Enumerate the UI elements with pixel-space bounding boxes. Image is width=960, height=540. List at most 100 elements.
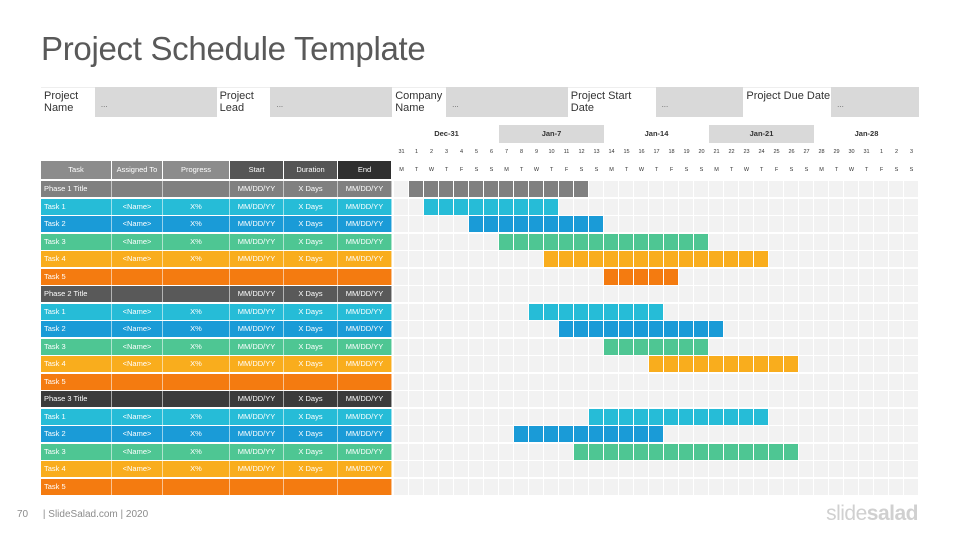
gantt-cell[interactable]	[814, 338, 828, 355]
gantt-cell[interactable]	[859, 391, 873, 407]
row-progress-col[interactable]: X%	[163, 461, 230, 477]
gantt-bar-segment[interactable]	[619, 268, 633, 285]
gantt-bar-segment[interactable]	[694, 233, 708, 250]
gantt-cell[interactable]	[439, 373, 453, 390]
gantt-cell[interactable]	[739, 391, 753, 407]
gantt-bar-segment[interactable]	[559, 321, 573, 337]
gantt-cell[interactable]	[619, 373, 633, 390]
gantt-cell[interactable]	[754, 198, 768, 215]
gantt-bar-segment[interactable]	[514, 426, 528, 442]
gantt-bar-segment[interactable]	[544, 303, 558, 320]
gantt-cell[interactable]	[694, 391, 708, 407]
gantt-cell[interactable]	[484, 356, 498, 372]
row-progress-col[interactable]: X%	[163, 233, 230, 250]
row-task-col[interactable]: Task 5	[41, 268, 112, 285]
gantt-cell[interactable]	[469, 268, 483, 285]
row-duration-col[interactable]: X Days	[284, 461, 338, 477]
gantt-cell[interactable]	[484, 408, 498, 425]
gantt-cell[interactable]	[394, 478, 408, 495]
table-row[interactable]: Task 3 <Name> X% MM/DD/YY X Days MM/DD/YY	[41, 443, 392, 460]
row-end-col[interactable]: MM/DD/YY	[338, 408, 392, 425]
row-progress-col[interactable]	[163, 268, 230, 285]
gantt-cell[interactable]	[889, 356, 903, 372]
gantt-bar-segment[interactable]	[649, 356, 663, 372]
gantt-cell[interactable]	[694, 426, 708, 442]
gantt-cell[interactable]	[589, 478, 603, 495]
gantt-bar-segment[interactable]	[469, 181, 483, 197]
gantt-bar-segment[interactable]	[589, 443, 603, 460]
gantt-cell[interactable]	[829, 233, 843, 250]
gantt-cell[interactable]	[409, 233, 423, 250]
gantt-bar-segment[interactable]	[619, 426, 633, 442]
gantt-cell[interactable]	[874, 443, 888, 460]
table-row[interactable]: Task 2 <Name> X% MM/DD/YY X Days MM/DD/YY	[41, 426, 392, 442]
gantt-cell[interactable]	[409, 268, 423, 285]
gantt-bar-segment[interactable]	[754, 443, 768, 460]
gantt-cell[interactable]	[649, 216, 663, 232]
table-row[interactable]: Task 3 <Name> X% MM/DD/YY X Days MM/DD/YY	[41, 338, 392, 355]
gantt-cell[interactable]	[694, 461, 708, 477]
gantt-cell[interactable]	[679, 268, 693, 285]
gantt-cell[interactable]	[859, 356, 873, 372]
table-row[interactable]: Task 1 <Name> X% MM/DD/YY X Days MM/DD/YY	[41, 408, 392, 425]
row-duration-col[interactable]: X Days	[284, 216, 338, 232]
row-start-col[interactable]: MM/DD/YY	[230, 408, 284, 425]
gantt-cell[interactable]	[604, 216, 618, 232]
gantt-bar-segment[interactable]	[559, 216, 573, 232]
gantt-cell[interactable]	[664, 216, 678, 232]
gantt-cell[interactable]	[829, 181, 843, 197]
gantt-cell[interactable]	[754, 303, 768, 320]
gantt-cell[interactable]	[664, 286, 678, 302]
gantt-cell[interactable]	[859, 268, 873, 285]
gantt-cell[interactable]	[664, 198, 678, 215]
gantt-cell[interactable]	[439, 408, 453, 425]
gantt-bar-segment[interactable]	[604, 338, 618, 355]
gantt-cell[interactable]	[859, 233, 873, 250]
row-duration-col[interactable]: X Days	[284, 356, 338, 372]
gantt-cell[interactable]	[784, 286, 798, 302]
gantt-bar-segment[interactable]	[499, 233, 513, 250]
gantt-cell[interactable]	[484, 251, 498, 267]
gantt-cell[interactable]	[859, 321, 873, 337]
gantt-cell[interactable]	[724, 373, 738, 390]
row-end-col[interactable]	[338, 373, 392, 390]
gantt-cell[interactable]	[409, 216, 423, 232]
row-duration-col[interactable]: X Days	[284, 233, 338, 250]
gantt-bar-segment[interactable]	[664, 443, 678, 460]
gantt-cell[interactable]	[859, 303, 873, 320]
gantt-cell[interactable]	[394, 338, 408, 355]
gantt-cell[interactable]	[844, 198, 858, 215]
gantt-cell[interactable]	[469, 373, 483, 390]
gantt-cell[interactable]	[664, 461, 678, 477]
gantt-cell[interactable]	[844, 268, 858, 285]
gantt-cell[interactable]	[589, 338, 603, 355]
gantt-cell[interactable]	[529, 478, 543, 495]
gantt-cell[interactable]	[634, 391, 648, 407]
gantt-bar-segment[interactable]	[634, 408, 648, 425]
gantt-cell[interactable]	[814, 303, 828, 320]
gantt-cell[interactable]	[799, 408, 813, 425]
gantt-bar-segment[interactable]	[679, 233, 693, 250]
gantt-cell[interactable]	[709, 303, 723, 320]
gantt-cell[interactable]	[649, 461, 663, 477]
gantt-cell[interactable]	[769, 216, 783, 232]
gantt-cell[interactable]	[559, 478, 573, 495]
gantt-cell[interactable]	[424, 478, 438, 495]
gantt-cell[interactable]	[394, 268, 408, 285]
gantt-cell[interactable]	[844, 408, 858, 425]
row-end-col[interactable]: MM/DD/YY	[338, 251, 392, 267]
gantt-cell[interactable]	[559, 373, 573, 390]
gantt-cell[interactable]	[859, 408, 873, 425]
gantt-cell[interactable]	[844, 286, 858, 302]
gantt-cell[interactable]	[784, 303, 798, 320]
gantt-cell[interactable]	[529, 338, 543, 355]
gantt-cell[interactable]	[469, 233, 483, 250]
gantt-bar-segment[interactable]	[619, 321, 633, 337]
row-assigned-col[interactable]	[112, 391, 163, 407]
gantt-cell[interactable]	[574, 268, 588, 285]
gantt-cell[interactable]	[724, 478, 738, 495]
gantt-cell[interactable]	[859, 461, 873, 477]
gantt-bar-segment[interactable]	[589, 426, 603, 442]
row-end-col[interactable]: MM/DD/YY	[338, 303, 392, 320]
row-progress-col[interactable]: X%	[163, 251, 230, 267]
